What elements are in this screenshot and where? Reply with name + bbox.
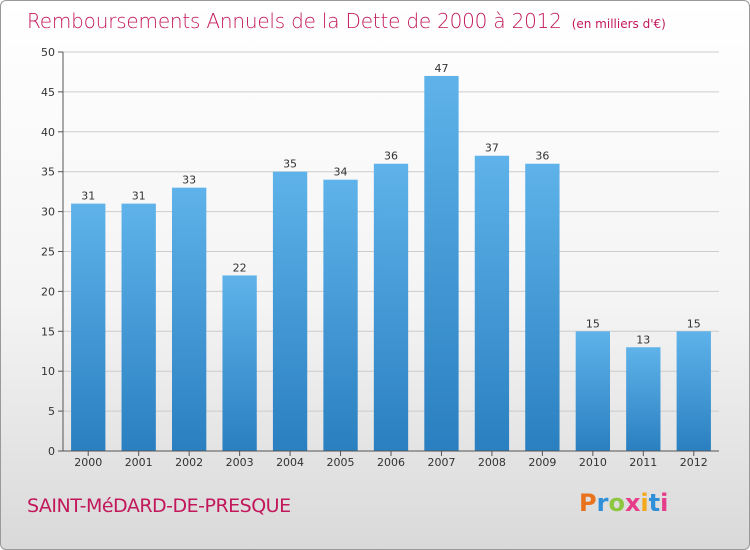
logo-letter: o [608, 489, 625, 517]
bar-2003 [222, 275, 257, 451]
bar-2011 [626, 347, 661, 451]
y-tick-label: 35 [41, 166, 55, 179]
y-tick-label: 50 [41, 46, 55, 59]
x-tick-label: 2003 [226, 456, 254, 469]
x-tick-label: 2001 [125, 456, 153, 469]
y-tick-label: 0 [48, 445, 55, 458]
bar-value-label: 33 [182, 174, 196, 187]
bar-2004 [272, 171, 308, 451]
x-tick-label: 2011 [629, 456, 657, 469]
bar-value-label: 31 [132, 190, 146, 203]
bar-2012 [676, 331, 711, 451]
bar-value-label: 31 [81, 190, 95, 203]
bar-2007 [424, 75, 459, 451]
y-tick-label: 30 [41, 206, 55, 219]
bar-2000 [71, 203, 106, 451]
bar-2005 [323, 179, 358, 451]
proxiti-logo: Proxiti [579, 489, 668, 517]
bar-2008 [474, 155, 510, 452]
y-tick-label: 25 [41, 246, 55, 259]
x-tick-label: 2010 [579, 456, 607, 469]
bar-value-label: 34 [334, 166, 348, 179]
bar-value-label: 22 [233, 261, 247, 274]
logo-letter: i [660, 489, 669, 517]
y-tick-label: 5 [48, 405, 55, 418]
bar-value-label: 37 [485, 142, 499, 155]
x-tick-label: 2000 [74, 456, 102, 469]
y-tick-label: 10 [41, 365, 55, 378]
bar-2002 [171, 187, 207, 451]
x-tick-label: 2007 [427, 456, 455, 469]
logo-letter: r [596, 489, 609, 517]
axes: 0 5 10 15 20 25 30 35 40 45 50 2000 2001 2002 2003 2004… [41, 46, 719, 469]
x-tick-label: 2006 [377, 456, 405, 469]
x-tick-label: 2008 [478, 456, 506, 469]
bar-2001 [121, 203, 156, 451]
bar-value-label: 35 [283, 158, 297, 171]
y-tick-label: 20 [41, 285, 55, 298]
logo-letter: x [624, 489, 641, 517]
bar-value-label: 36 [384, 150, 398, 163]
x-tick-label: 2004 [276, 456, 304, 469]
chart-unit: (en milliers d'€) [571, 17, 666, 31]
logo-letter: i [640, 489, 649, 517]
bar-value-label: 15 [586, 317, 600, 330]
logo-letter: P [579, 489, 597, 517]
commune-name: SAINT-MéDARD-DE-PRESQUE [27, 495, 291, 517]
logo-letter: t [648, 489, 661, 517]
chart-title-block: Remboursements Annuels de la Dette de 20… [27, 9, 666, 33]
bar-value-label: 36 [535, 150, 549, 163]
bar-2009 [525, 163, 560, 451]
y-tick-label: 15 [41, 325, 55, 338]
y-tick-label: 40 [41, 126, 55, 139]
y-tick-label: 45 [41, 86, 55, 99]
x-tick-label: 2012 [680, 456, 708, 469]
x-tick-label: 2009 [528, 456, 556, 469]
bar-value-label: 47 [434, 62, 448, 75]
x-tick-label: 2005 [327, 456, 355, 469]
bar-2006 [373, 163, 409, 451]
chart-title: Remboursements Annuels de la Dette de 20… [27, 9, 562, 33]
bar-value-label: 13 [636, 333, 650, 346]
bar-value-label: 15 [687, 317, 701, 330]
x-tick-label: 2002 [175, 456, 203, 469]
bar-2010 [575, 331, 611, 451]
bars: 31 31 33 22 35 34 36 47 37 36 15 13 15 [71, 62, 711, 452]
